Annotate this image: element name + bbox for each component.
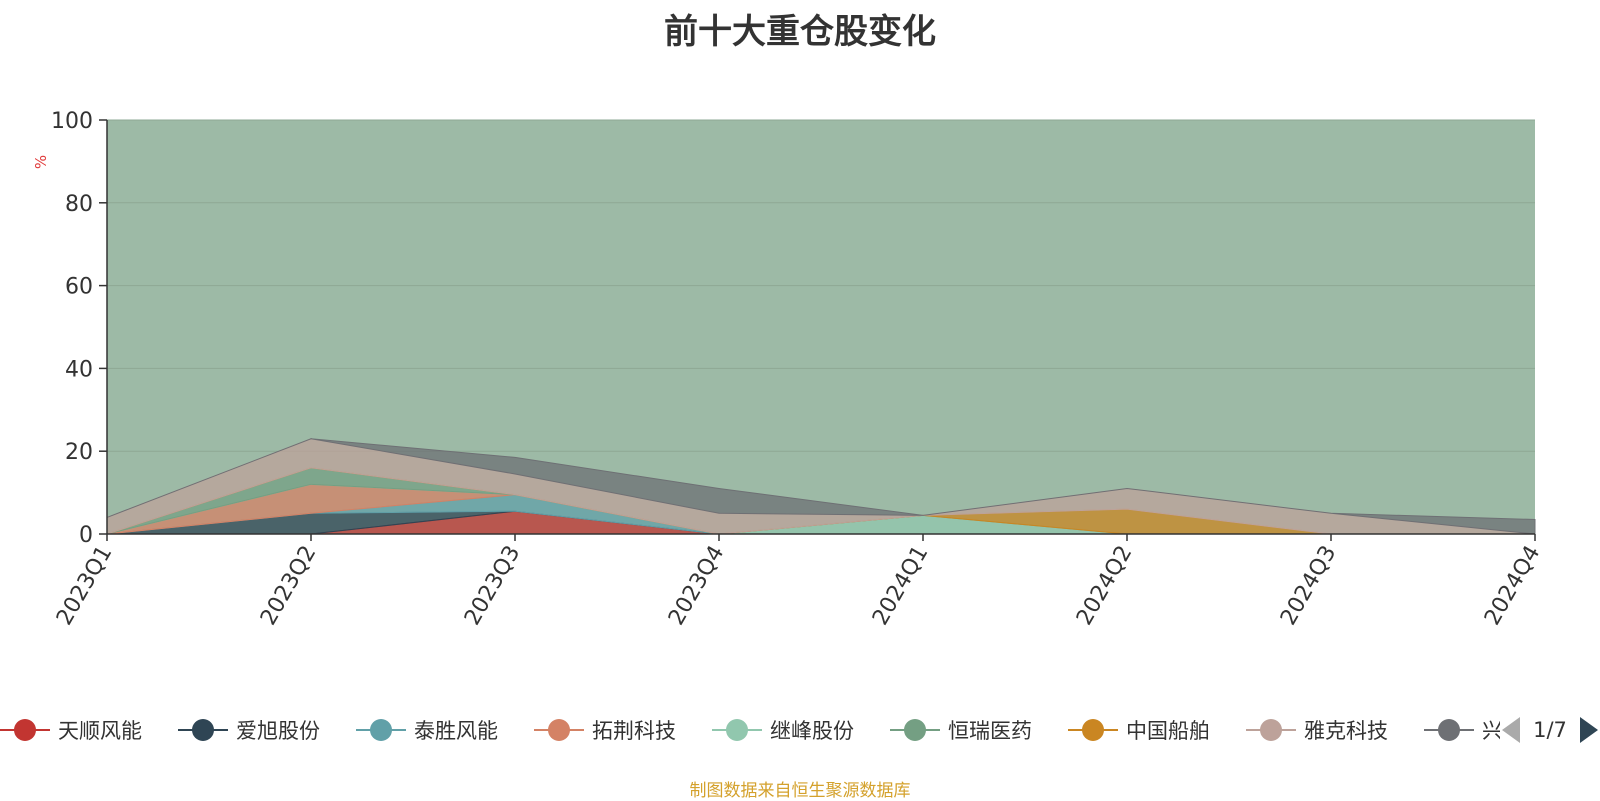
legend-label: 雅克科技 <box>1304 719 1388 743</box>
legend-marker-icon <box>712 719 762 741</box>
y-tick-label: 60 <box>65 275 93 300</box>
legend-item[interactable]: 天顺风能 <box>0 712 142 748</box>
legend-item[interactable]: 中国船舶 <box>1068 712 1210 748</box>
legend-item[interactable]: 兴 <box>1424 712 1500 748</box>
x-tick-label: 2023Q2 <box>256 542 321 630</box>
legend-label: 兴 <box>1482 719 1500 743</box>
legend-label: 泰胜风能 <box>414 719 498 743</box>
legend-page-indicator: 1/7 <box>1533 718 1567 742</box>
legend-marker-icon <box>1068 719 1118 741</box>
stacked-area-chart: 0 20 40 60 80 100% 2023Q1 2023Q2 2023Q3 2023Q4 202… <box>32 109 1545 630</box>
legend-marker-icon <box>1246 719 1296 741</box>
x-tick-label: 2023Q4 <box>664 542 729 630</box>
next-page-icon[interactable] <box>1578 715 1600 745</box>
series-area-8 <box>106 438 1536 535</box>
y-tick-label: 20 <box>65 440 93 465</box>
legend-label: 继峰股份 <box>770 719 854 743</box>
legend-marker-icon <box>0 719 50 741</box>
legend-label: 恒瑞医药 <box>948 719 1032 743</box>
legend-item[interactable]: 泰胜风能 <box>356 712 498 748</box>
legend-item[interactable]: 爱旭股份 <box>178 712 320 748</box>
legend-marker-icon <box>1424 719 1474 741</box>
y-tick-label: 40 <box>65 357 93 382</box>
x-tick-label: 2024Q4 <box>1480 542 1545 630</box>
legend-label: 爱旭股份 <box>236 719 320 743</box>
y-tick-label: 0 <box>79 523 93 548</box>
legend-marker-icon <box>356 719 406 741</box>
x-tick-label: 2024Q2 <box>1072 542 1137 630</box>
x-tick-label: 2024Q3 <box>1276 542 1341 630</box>
legend-label: 天顺风能 <box>58 719 142 743</box>
legend-marker-icon <box>178 719 228 741</box>
legend-item[interactable]: 雅克科技 <box>1246 712 1388 748</box>
y-tick-label: 100 <box>51 109 93 134</box>
legend: 天顺风能 爱旭股份 泰胜风能 拓荆科技 继峰股份 恒瑞医药 中国船舶 雅克科技 兴 <box>0 712 1500 748</box>
legend-item[interactable]: 继峰股份 <box>712 712 854 748</box>
y-tick-label: 80 <box>65 192 93 217</box>
legend-pager: 1/7 <box>1500 712 1600 748</box>
y-axis-label: % <box>32 155 50 169</box>
legend-label: 拓荆科技 <box>592 719 676 743</box>
x-tick-label: 2023Q1 <box>52 542 117 630</box>
x-tick-label: 2023Q3 <box>460 542 525 630</box>
x-tick-label: 2024Q1 <box>868 542 933 630</box>
legend-marker-icon <box>534 719 584 741</box>
legend-item[interactable]: 恒瑞医药 <box>890 712 1032 748</box>
legend-marker-icon <box>890 719 940 741</box>
legend-item[interactable]: 拓荆科技 <box>534 712 676 748</box>
chart-title: 前十大重仓股变化 <box>664 12 936 52</box>
source-note: 制图数据来自恒生聚源数据库 <box>689 781 911 801</box>
legend-label: 中国船舶 <box>1126 719 1210 743</box>
prev-page-icon[interactable] <box>1500 715 1522 745</box>
